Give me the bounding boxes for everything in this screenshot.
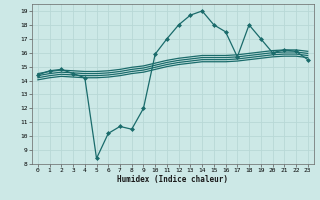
- X-axis label: Humidex (Indice chaleur): Humidex (Indice chaleur): [117, 175, 228, 184]
